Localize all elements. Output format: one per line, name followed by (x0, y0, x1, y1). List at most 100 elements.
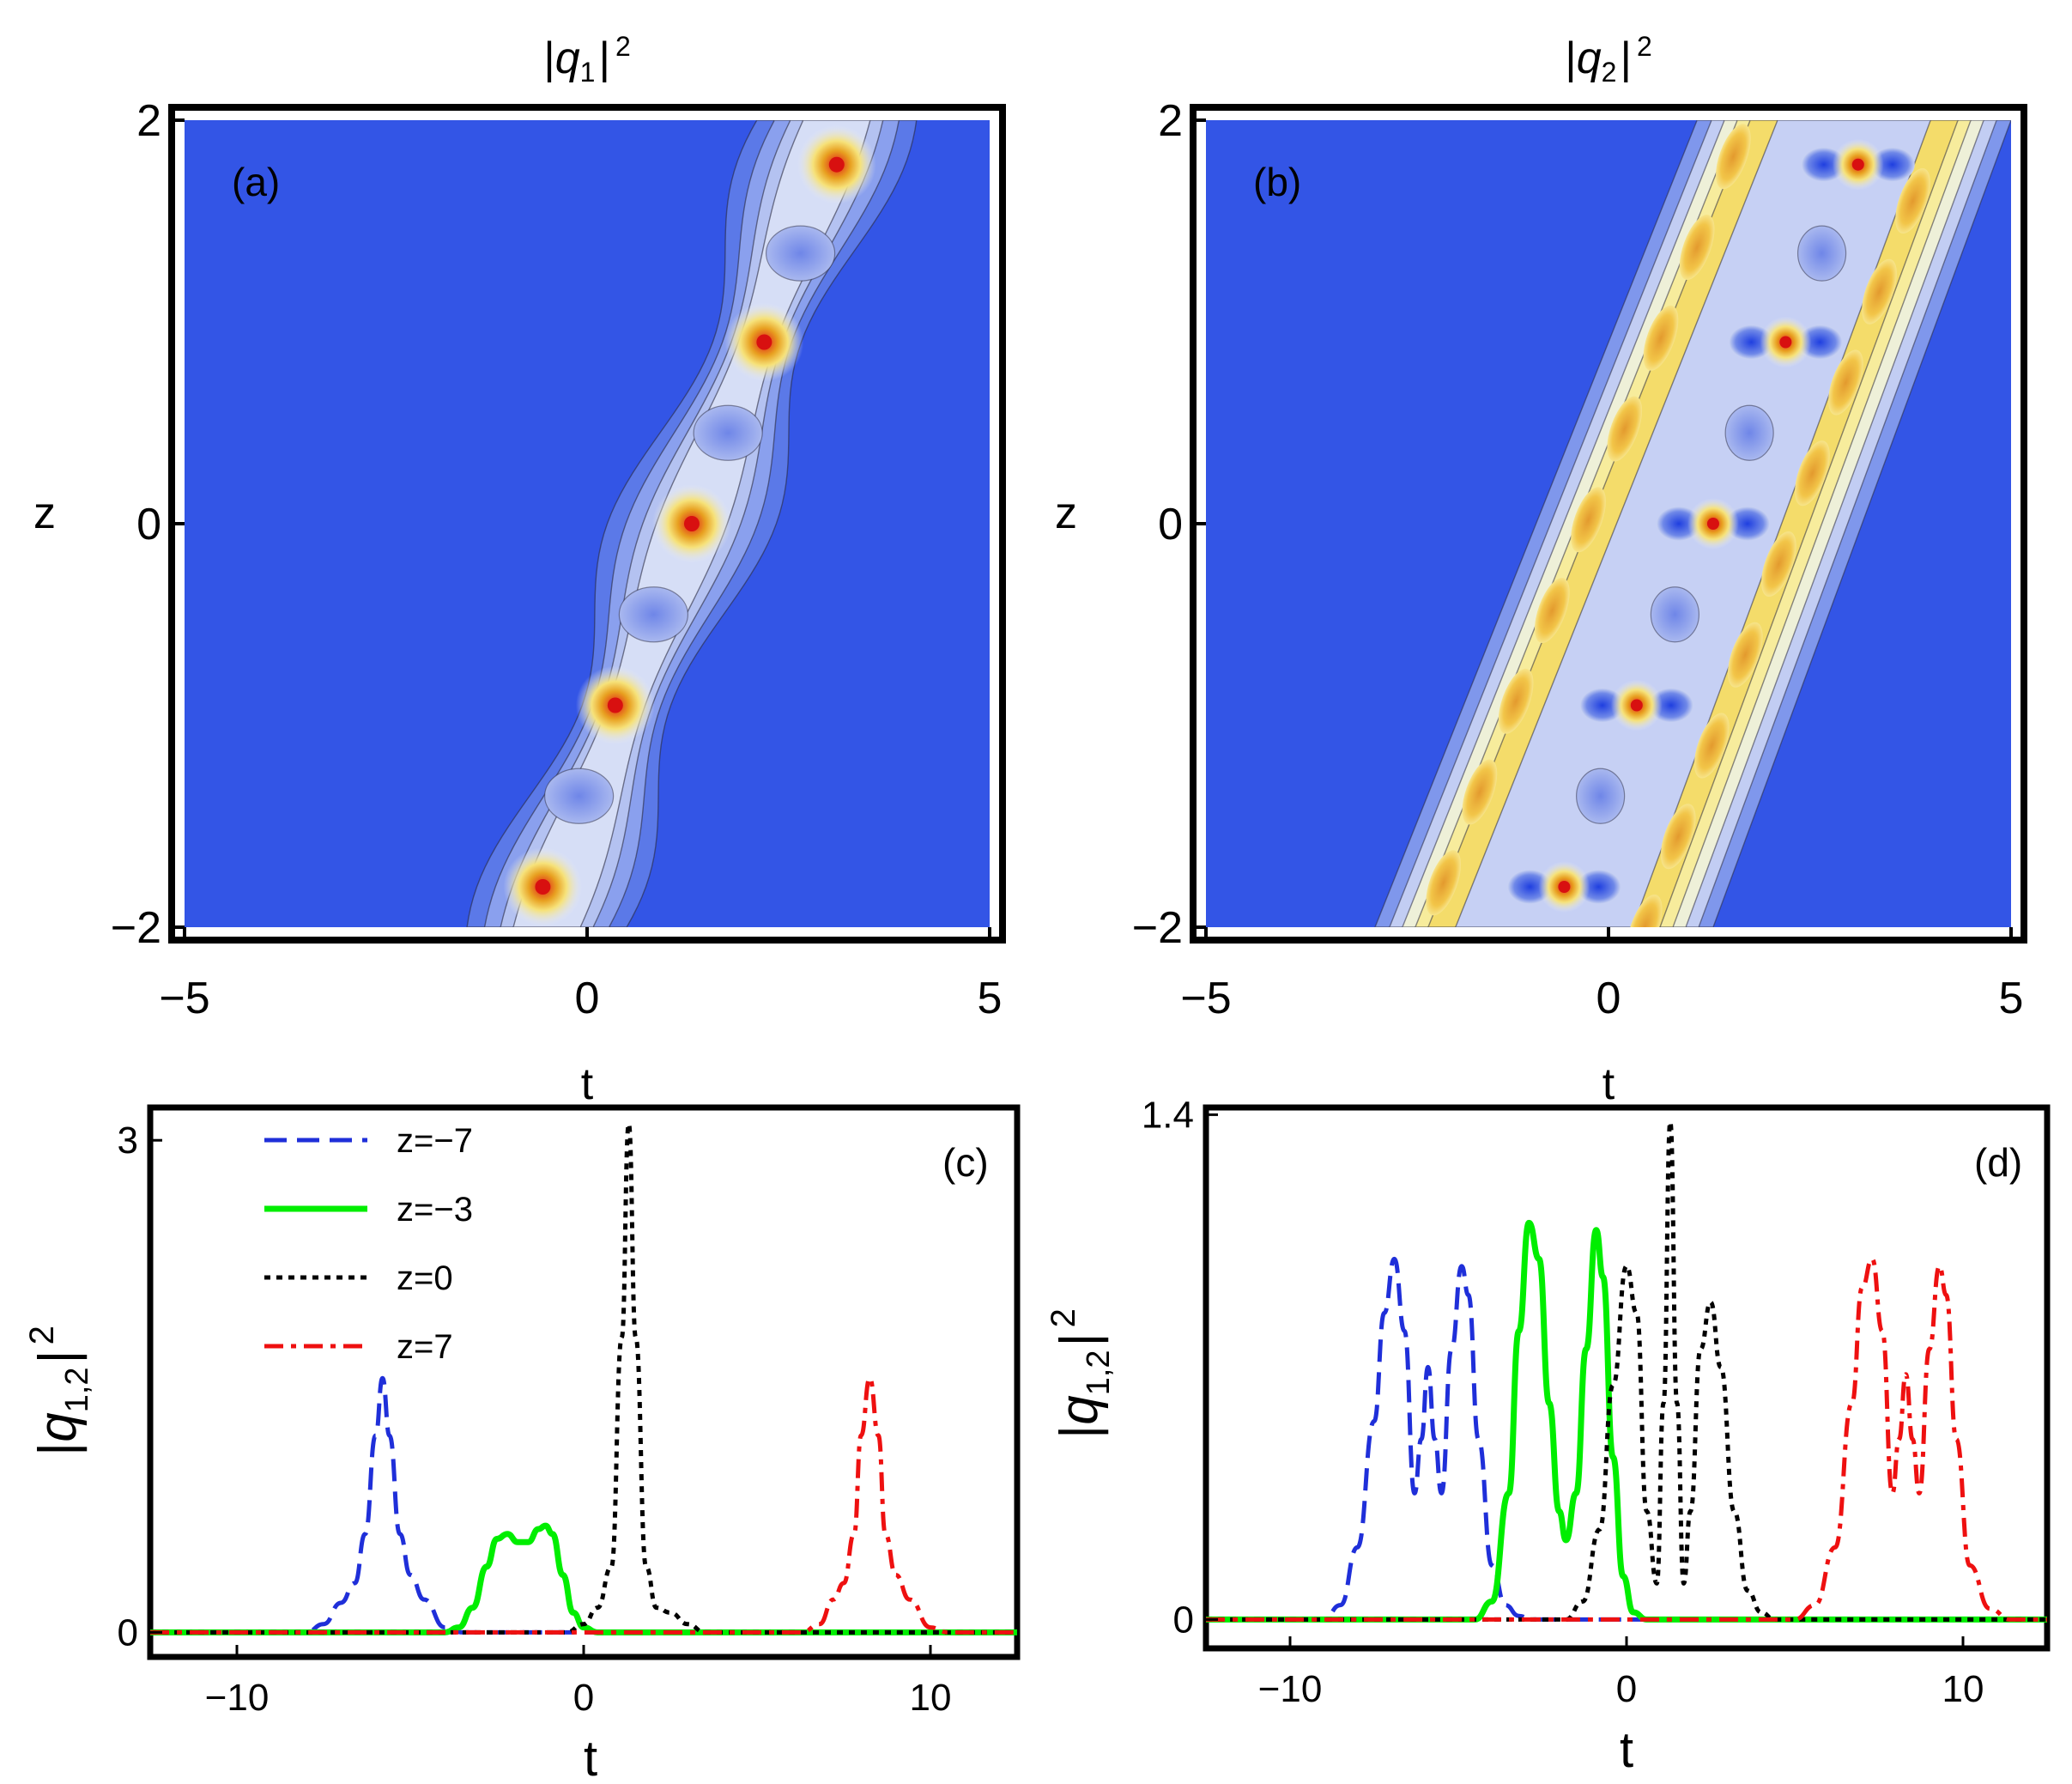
abs-bar-right: | (1050, 1332, 1109, 1346)
orange-lobe (1761, 531, 1796, 597)
panel-c-axes: −10 0 10 0 3 (118, 1120, 952, 1719)
orange-lobe (1693, 713, 1730, 779)
contour-hole (544, 768, 615, 824)
panel-b-xlabel: t (1602, 1059, 1615, 1109)
panel-b-ytick-label: 0 (1158, 500, 1183, 549)
ylabel-subscript: 1,2 (1081, 1350, 1117, 1395)
title-symbol: q (555, 33, 580, 83)
peak-center (683, 516, 700, 531)
orange-lobe (1607, 396, 1643, 462)
panel-b: |q2| 2 (b) −5 0 5−202 t z (1055, 31, 2027, 1109)
peak-center (1851, 158, 1864, 171)
peak-center (1706, 518, 1719, 530)
panel-b-xtick-label: 0 (1596, 974, 1621, 1023)
contour-hole (618, 586, 688, 643)
panel-c-plot-area (150, 1121, 1017, 1635)
panel-a-ytick-label: 0 (136, 500, 161, 549)
title-superscript: 2 (1637, 31, 1652, 62)
panel-d-ytick-label: 1.4 (1142, 1094, 1194, 1136)
orange-lobe (1660, 804, 1696, 870)
panel-b-title: |q2| 2 (1565, 31, 1652, 88)
peak-center (828, 156, 845, 173)
panel-c-series-line (150, 1522, 1017, 1635)
panel-c-xtick-label: 0 (573, 1677, 594, 1719)
abs-bar-right: | (1620, 33, 1632, 83)
legend-entry: z=−7 (397, 1122, 473, 1160)
panel-d-label: (d) (1974, 1140, 2022, 1185)
panel-b-axes: −5 0 5 −2 0 2 (1132, 96, 2024, 1023)
panel-a-label: (a) (232, 160, 280, 204)
title-symbol: q (1577, 33, 1602, 83)
orange-lobe (1571, 487, 1606, 553)
panel-d-series-line (1206, 1219, 2047, 1623)
panel-a: |q1| 2 (a) −5 0 5−202 t z (33, 31, 1006, 1109)
panel-b-xtick-label: −5 (1180, 974, 1231, 1023)
orange-lobe (1535, 578, 1570, 644)
orange-lobe (1627, 895, 1663, 927)
contour-hole (1650, 586, 1699, 643)
panel-c-frame (147, 1104, 1021, 1660)
orange-lobe (1643, 305, 1679, 371)
panel-d-ylabel: |q1,2|2 (1045, 1308, 1117, 1439)
ylabel-superscript: 2 (1045, 1308, 1082, 1327)
ylabel-subscript: 1,2 (59, 1367, 95, 1412)
panel-a-ylabel: z (33, 488, 56, 538)
title-subscript: 2 (1602, 57, 1617, 88)
panel-b-xtick-label: 5 (1999, 974, 2024, 1023)
panel-a-xtick-label: −5 (159, 974, 209, 1023)
abs-bar-right: | (598, 33, 610, 83)
contour-hole (693, 404, 763, 461)
panel-c-series-line (150, 1121, 1017, 1635)
panel-a-axes: −5 0 5 −2 0 2 (111, 96, 1003, 1023)
abs-bar-left: | (1050, 1425, 1109, 1439)
peak-center (535, 879, 551, 895)
panel-a-title: |q1| 2 (543, 31, 631, 88)
panel-b-ytick-label: −2 (1132, 903, 1183, 953)
panel-d-frame (1203, 1104, 2051, 1652)
panel-c-legend: z=−7 z=−3 z=0 z=7 (264, 1122, 473, 1366)
panel-b-ylabel: z (1055, 488, 1077, 538)
panel-b-ytick-label: 2 (1158, 96, 1183, 146)
panel-c-series-line (150, 1375, 1017, 1635)
orange-lobe (1679, 215, 1715, 281)
panel-d-ytick-label: 0 (1173, 1599, 1194, 1641)
orange-lobe (1728, 622, 1763, 688)
legend-entry: z=7 (397, 1328, 453, 1366)
panel-d-axes: −10 0 10 0 1.4 (1142, 1094, 1984, 1710)
panel-c-series-line (150, 1375, 1017, 1635)
orange-lobe (1498, 668, 1534, 734)
abs-bar-left: | (1565, 33, 1577, 83)
peak-center (607, 697, 623, 713)
contour-hole (1796, 225, 1847, 282)
panel-d-series-line (1206, 1256, 2047, 1622)
peak-center (1630, 699, 1643, 712)
panel-c-xlabel: t (584, 1731, 597, 1784)
orange-lobe (1828, 349, 1863, 416)
abs-bar-right: | (28, 1350, 88, 1363)
contour-hole (1724, 404, 1774, 461)
panel-d-series-line (1206, 1256, 2047, 1622)
orange-lobe (1716, 124, 1751, 190)
panel-b-peaks (1507, 138, 1915, 913)
panel-d-xtick-label: 0 (1616, 1668, 1637, 1710)
panel-c-xtick-label: −10 (205, 1677, 270, 1719)
peak-center (756, 334, 772, 350)
ylabel-symbol: q (28, 1412, 88, 1442)
title-subscript: 1 (580, 57, 596, 88)
contour-hole (1576, 768, 1626, 824)
orange-lobe (1426, 850, 1462, 916)
orange-lobe (1895, 168, 1930, 234)
peak-center (1558, 881, 1571, 893)
orange-lobe (1462, 759, 1498, 825)
ylabel-superscript: 2 (23, 1326, 61, 1344)
abs-bar-left: | (28, 1442, 88, 1456)
panel-d-xlabel: t (1620, 1722, 1633, 1778)
panel-a-peaks (503, 124, 876, 926)
orange-lobe (1795, 440, 1830, 507)
peak-center (1779, 336, 1792, 349)
contour-hole (765, 225, 836, 282)
panel-d-xtick-label: −10 (1258, 1668, 1323, 1710)
panel-a-ytick-label: 2 (136, 96, 161, 146)
